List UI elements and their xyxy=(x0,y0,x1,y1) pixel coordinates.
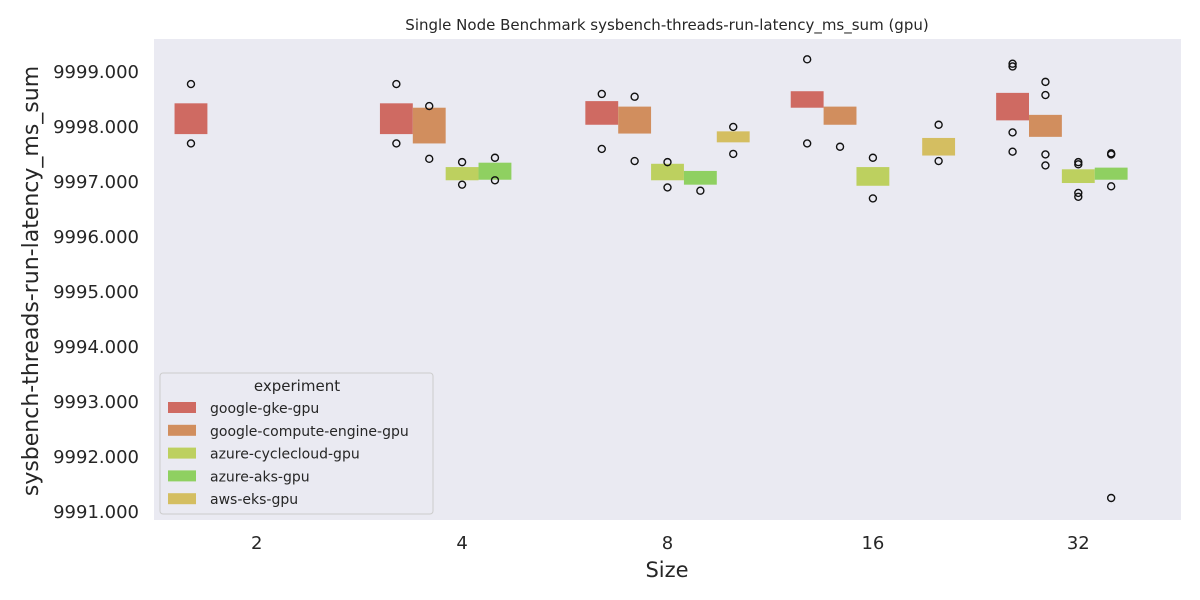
x-tick-label: 4 xyxy=(456,533,467,554)
outlier-point xyxy=(490,176,500,185)
outlier-point xyxy=(1041,77,1050,87)
x-tick-label: 16 xyxy=(861,533,884,554)
outlier-point xyxy=(868,194,878,203)
legend-item-google-gke-gpu[interactable]: google-gke-gpu xyxy=(168,401,319,417)
legend-items: google-gke-gpu google-compute-engine-gpu a… xyxy=(168,401,409,508)
legend-swatch xyxy=(168,447,196,459)
x-tick-label: 8 xyxy=(662,533,673,554)
box-azure-cyclecloud-gpu-32 xyxy=(1061,169,1095,184)
legend-label: aws-eks-gpu xyxy=(210,492,298,508)
legend-item-azure-aks-gpu[interactable]: azure-aks-gpu xyxy=(168,469,310,485)
y-tick-label: 9993.000 xyxy=(53,392,139,413)
y-tick-label: 9995.000 xyxy=(53,282,139,303)
y-tick-label: 9998.000 xyxy=(53,117,139,138)
box-google-compute-engine-gpu-4 xyxy=(412,107,446,144)
x-tick-label: 2 xyxy=(251,533,262,554)
box-azure-cyclecloud-gpu-8 xyxy=(651,163,684,181)
outlier-point xyxy=(425,154,434,164)
legend-item-google-compute-engine-gpu[interactable]: google-compute-engine-gpu xyxy=(168,424,409,440)
outlier-point xyxy=(835,142,845,151)
box-azure-aks-gpu-32 xyxy=(1094,167,1128,180)
outlier-point xyxy=(1041,161,1050,170)
y-tick-label: 9994.000 xyxy=(53,337,139,358)
box-google-compute-engine-gpu-32 xyxy=(1029,114,1062,137)
outlier-point xyxy=(186,79,196,89)
box-azure-aks-gpu-8 xyxy=(683,170,717,185)
box-google-gke-gpu-2 xyxy=(174,103,208,135)
outlier-point xyxy=(392,79,401,89)
legend-item-azure-cyclecloud-gpu[interactable]: azure-cyclecloud-gpu xyxy=(168,447,360,463)
box-aws-eks-gpu-8 xyxy=(716,131,750,143)
outlier-point xyxy=(597,89,606,99)
outlier-point xyxy=(802,139,812,148)
y-tick-label: 9991.000 xyxy=(53,502,139,523)
legend-label: google-gke-gpu xyxy=(210,401,319,417)
outlier-point xyxy=(1008,59,1017,68)
x-tick-label: 32 xyxy=(1067,533,1090,554)
outlier-point xyxy=(1041,90,1050,100)
outlier-point xyxy=(696,186,705,195)
box-google-compute-engine-gpu-16 xyxy=(823,106,857,125)
outlier-point xyxy=(663,157,672,167)
legend-label: google-compute-engine-gpu xyxy=(210,424,409,440)
y-axis-label: sysbench-threads-run-latency_ms_sum xyxy=(19,66,44,496)
outlier-point xyxy=(630,92,639,101)
outlier-point xyxy=(1106,182,1116,191)
outlier-point xyxy=(597,144,606,154)
x-axis-ticks: 2 4 8 16 32 xyxy=(251,533,1090,554)
outlier-point xyxy=(1074,160,1083,169)
outlier-point xyxy=(1008,147,1017,156)
legend-swatch xyxy=(168,424,196,436)
outlier-point xyxy=(457,180,467,189)
box-google-gke-gpu-4 xyxy=(379,103,413,135)
outlier-point xyxy=(1008,128,1017,137)
box-azure-cyclecloud-gpu-16 xyxy=(856,167,890,186)
outlier-point xyxy=(1041,150,1050,159)
outlier-point xyxy=(729,149,738,159)
outlier-point xyxy=(425,101,434,111)
outlier-point xyxy=(934,120,943,129)
y-tick-label: 9992.000 xyxy=(53,447,139,468)
outlier-point xyxy=(186,139,196,148)
legend-swatch xyxy=(168,493,196,505)
box-google-gke-gpu-8 xyxy=(585,101,619,125)
box-series xyxy=(174,55,1128,503)
y-tick-label: 9999.000 xyxy=(53,62,139,83)
legend-frame xyxy=(159,372,434,515)
x-axis-label: Size xyxy=(645,558,688,582)
box-aws-eks-gpu-16 xyxy=(922,137,956,156)
y-tick-label: 9997.000 xyxy=(53,172,139,193)
outlier-point xyxy=(1008,62,1017,71)
box-google-gke-gpu-32 xyxy=(996,92,1030,121)
legend-swatch xyxy=(168,402,196,413)
outlier-point xyxy=(1074,192,1083,201)
legend-swatch xyxy=(168,470,196,482)
y-tick-label: 9996.000 xyxy=(53,227,139,248)
box-azure-cyclecloud-gpu-4 xyxy=(445,167,479,181)
legend-label: azure-cyclecloud-gpu xyxy=(210,447,360,463)
legend-title: experiment xyxy=(254,377,340,395)
chart-title: Single Node Benchmark sysbench-threads-r… xyxy=(405,16,928,35)
box-google-compute-engine-gpu-8 xyxy=(618,106,652,134)
outlier-point xyxy=(392,139,401,148)
outlier-point xyxy=(490,153,500,162)
outlier-point xyxy=(1074,188,1083,198)
outlier-point xyxy=(729,122,738,132)
outlier-point xyxy=(1106,150,1116,159)
box-google-gke-gpu-16 xyxy=(790,91,824,108)
outlier-point xyxy=(663,183,672,192)
legend-item-aws-eks-gpu[interactable]: aws-eks-gpu xyxy=(168,492,298,508)
outlier-point xyxy=(630,156,639,166)
outlier-point xyxy=(457,157,467,167)
y-axis-ticks: 9991.000 9992.000 9993.000 9994.000 9995.000… xyxy=(53,62,139,523)
outlier-point xyxy=(802,55,812,64)
legend-label: azure-aks-gpu xyxy=(210,469,310,485)
box-azure-aks-gpu-4 xyxy=(478,162,512,180)
outlier-point xyxy=(934,156,943,166)
outlier-point xyxy=(1106,493,1116,503)
legend[interactable]: experiment google-gke-gpu google-compute-… xyxy=(159,372,434,515)
outlier-point xyxy=(868,153,878,162)
